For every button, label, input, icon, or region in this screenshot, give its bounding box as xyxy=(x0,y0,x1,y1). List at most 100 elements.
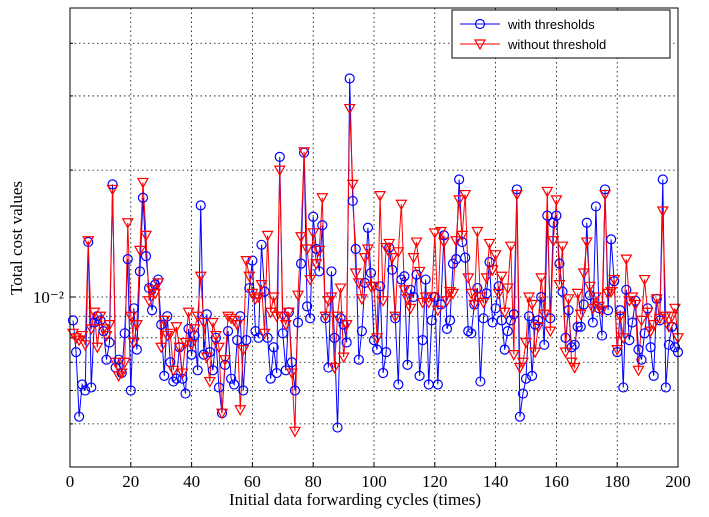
point xyxy=(115,368,128,380)
point xyxy=(107,179,118,190)
point xyxy=(252,292,265,304)
point xyxy=(401,294,414,306)
point xyxy=(295,258,307,269)
point xyxy=(402,359,413,371)
point xyxy=(258,328,271,340)
point xyxy=(422,297,435,309)
point xyxy=(602,288,615,300)
x-tick-label: 20 xyxy=(122,472,139,491)
point xyxy=(587,317,598,328)
point xyxy=(118,357,131,369)
point xyxy=(198,349,209,360)
point xyxy=(566,342,577,353)
point xyxy=(346,179,359,191)
point xyxy=(475,376,486,387)
point xyxy=(548,217,559,228)
point xyxy=(203,376,216,388)
point xyxy=(183,323,194,335)
point xyxy=(328,362,341,374)
point xyxy=(70,347,82,358)
point xyxy=(267,292,280,304)
point xyxy=(386,253,399,264)
point xyxy=(389,311,402,323)
point xyxy=(146,285,159,297)
point xyxy=(212,342,225,354)
legend-box xyxy=(451,9,671,59)
point xyxy=(557,286,568,297)
point xyxy=(599,184,611,195)
point xyxy=(146,305,158,316)
point xyxy=(581,217,592,228)
point xyxy=(560,332,571,343)
point xyxy=(498,307,511,319)
point xyxy=(240,255,253,267)
point xyxy=(362,222,374,233)
point xyxy=(314,266,325,277)
point xyxy=(434,226,447,238)
x-tick-label: 120 xyxy=(422,472,448,491)
point xyxy=(194,271,207,283)
point xyxy=(551,210,562,221)
point xyxy=(480,273,493,285)
point xyxy=(85,324,98,336)
point xyxy=(504,241,517,253)
point xyxy=(340,319,353,331)
point xyxy=(514,411,526,422)
point xyxy=(317,220,328,231)
point xyxy=(176,368,189,380)
point xyxy=(185,340,198,352)
point xyxy=(307,228,320,240)
point xyxy=(378,367,389,379)
point xyxy=(615,305,626,316)
point xyxy=(209,330,222,342)
point xyxy=(74,411,85,422)
point xyxy=(139,230,153,242)
x-tick-label: 160 xyxy=(544,472,570,491)
point xyxy=(459,189,472,201)
point xyxy=(577,268,590,280)
point xyxy=(79,340,92,352)
point xyxy=(462,273,475,285)
point xyxy=(627,317,638,328)
point xyxy=(377,296,390,307)
point xyxy=(86,382,97,393)
point xyxy=(499,344,510,355)
point xyxy=(210,332,222,343)
point xyxy=(304,274,317,286)
point xyxy=(298,147,311,159)
point xyxy=(182,307,195,319)
point xyxy=(611,345,624,356)
point xyxy=(614,311,627,323)
point xyxy=(371,344,383,355)
point xyxy=(285,368,298,380)
point xyxy=(413,266,426,278)
point xyxy=(553,280,566,291)
point xyxy=(665,311,678,323)
point xyxy=(213,382,225,393)
point xyxy=(308,211,319,222)
point xyxy=(130,319,143,331)
point xyxy=(119,328,130,339)
point xyxy=(94,311,107,323)
point xyxy=(660,382,671,393)
point xyxy=(410,237,423,249)
point xyxy=(437,237,450,249)
x-tick-label: 80 xyxy=(305,472,322,491)
point xyxy=(663,339,674,350)
point xyxy=(395,199,408,211)
point xyxy=(243,271,256,283)
point xyxy=(471,226,484,238)
point xyxy=(387,264,398,275)
point xyxy=(100,330,113,342)
point xyxy=(526,299,539,311)
point xyxy=(575,321,586,332)
point xyxy=(431,305,444,317)
point xyxy=(200,352,213,364)
point xyxy=(292,317,304,328)
point xyxy=(569,339,580,350)
point xyxy=(495,271,508,283)
point xyxy=(76,330,89,342)
point xyxy=(517,388,529,399)
point xyxy=(460,252,471,263)
